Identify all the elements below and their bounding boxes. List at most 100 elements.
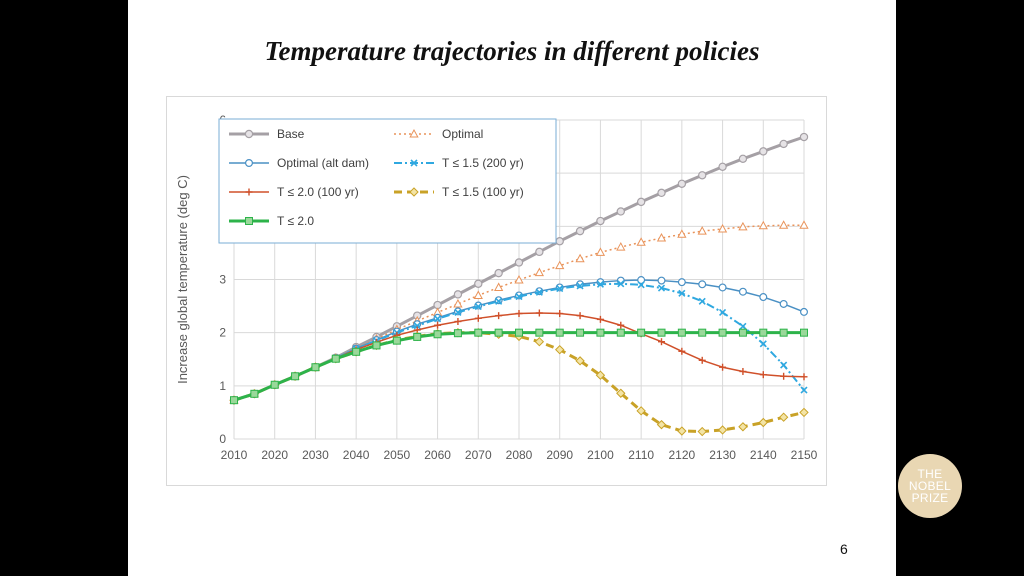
marker <box>555 328 564 337</box>
data-point <box>556 310 564 318</box>
data-point <box>596 328 605 337</box>
marker <box>576 328 585 337</box>
data-point <box>677 328 686 337</box>
data-point <box>434 321 442 329</box>
marker <box>636 237 646 246</box>
data-point <box>230 396 238 405</box>
marker <box>759 147 768 156</box>
marker <box>616 388 626 398</box>
marker <box>799 132 809 142</box>
marker <box>555 237 564 246</box>
data-point <box>596 216 605 226</box>
marker <box>454 308 462 317</box>
data-point <box>514 274 524 284</box>
marker <box>331 354 340 363</box>
marker <box>514 274 524 284</box>
marker <box>534 267 544 277</box>
x-tick-label: 2050 <box>384 448 411 462</box>
marker <box>677 328 686 337</box>
data-point <box>596 280 604 288</box>
data-point <box>535 288 543 296</box>
data-point <box>799 220 809 229</box>
data-point <box>698 328 707 337</box>
marker <box>433 330 442 339</box>
x-tick-label: 2110 <box>628 448 654 462</box>
data-point <box>779 328 788 337</box>
legend-label: Optimal (alt dam) <box>277 156 369 170</box>
marker <box>738 422 748 432</box>
marker <box>473 290 483 299</box>
data-point <box>759 147 768 156</box>
data-point <box>576 312 584 320</box>
marker <box>677 278 686 287</box>
marker <box>409 187 419 197</box>
data-point <box>738 154 748 164</box>
marker <box>495 297 503 305</box>
marker <box>535 288 543 296</box>
marker <box>555 260 565 270</box>
data-point <box>515 310 523 318</box>
marker <box>799 407 809 418</box>
marker <box>657 328 666 337</box>
marker <box>637 328 646 337</box>
marker <box>596 328 605 337</box>
data-point <box>658 338 665 346</box>
marker <box>230 396 238 405</box>
marker <box>697 426 707 437</box>
data-point <box>270 380 279 389</box>
data-point <box>719 308 727 317</box>
marker <box>494 268 503 278</box>
marker <box>291 372 300 381</box>
data-point <box>799 407 809 418</box>
marker <box>799 220 809 229</box>
marker <box>719 308 727 317</box>
y-tick-label: 1 <box>219 379 226 393</box>
marker <box>657 276 666 285</box>
data-point <box>555 237 564 246</box>
marker <box>758 417 768 428</box>
data-point <box>800 386 808 394</box>
data-point <box>738 221 748 231</box>
data-point <box>697 226 707 235</box>
marker <box>453 329 462 338</box>
data-point <box>759 371 767 379</box>
x-tick-label: 2100 <box>587 448 614 462</box>
data-point <box>698 297 706 305</box>
data-point <box>617 321 625 329</box>
temperature-chart: 0123456201020202030204020502060207020802… <box>175 113 818 462</box>
marker <box>758 220 768 230</box>
data-point <box>595 370 606 380</box>
marker <box>555 344 565 355</box>
data-point <box>495 297 503 305</box>
data-point <box>759 340 767 348</box>
data-point <box>534 336 545 347</box>
marker <box>413 332 422 341</box>
data-point <box>780 372 788 380</box>
data-point <box>738 287 747 296</box>
legend-marker <box>244 158 253 167</box>
legend-item: T ≤ 2.0 (100 yr) <box>229 185 359 199</box>
marker <box>494 282 504 291</box>
marker <box>595 370 606 380</box>
data-point <box>474 314 482 322</box>
data-point <box>738 328 747 337</box>
data-point <box>719 363 727 371</box>
marker <box>617 280 625 288</box>
data-point <box>616 388 626 398</box>
marker <box>677 179 687 189</box>
marker <box>800 328 808 337</box>
data-point <box>616 242 626 251</box>
data-point <box>677 278 686 287</box>
legend-label: T ≤ 1.5 (100 yr) <box>442 185 524 199</box>
data-point <box>677 179 687 189</box>
marker <box>596 216 605 226</box>
marker <box>678 289 686 297</box>
marker <box>657 188 666 198</box>
marker <box>453 290 463 299</box>
data-point <box>473 290 483 299</box>
data-point <box>514 258 524 267</box>
marker <box>677 229 687 238</box>
marker <box>698 328 707 337</box>
data-point <box>637 281 645 289</box>
marker <box>616 207 625 216</box>
